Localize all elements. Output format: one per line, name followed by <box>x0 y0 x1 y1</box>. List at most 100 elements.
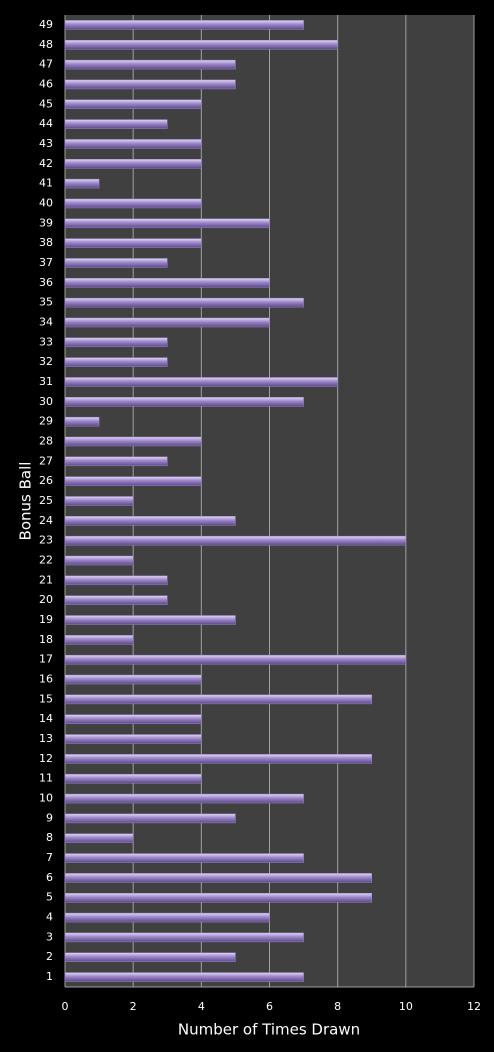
bar <box>64 436 202 447</box>
bar <box>64 714 202 724</box>
bar <box>64 357 168 367</box>
bar <box>64 575 168 586</box>
y-tick-label: 35 <box>39 296 53 309</box>
bar <box>64 516 236 526</box>
y-tick-label: 12 <box>39 752 53 765</box>
bar <box>64 476 202 486</box>
bar <box>64 793 304 804</box>
bar <box>64 932 304 943</box>
bar <box>64 615 236 625</box>
x-tick-label: 8 <box>334 1000 341 1013</box>
bar <box>64 139 202 149</box>
y-tick-label: 46 <box>39 77 53 90</box>
y-tick-label: 29 <box>39 415 53 428</box>
y-tick-label: 2 <box>46 950 53 963</box>
y-tick-label: 23 <box>39 534 53 547</box>
bar <box>64 397 304 407</box>
y-tick-label: 19 <box>39 613 53 626</box>
y-tick-label: 18 <box>39 633 53 646</box>
bar <box>64 813 236 824</box>
bar <box>64 674 202 685</box>
bar <box>64 496 134 506</box>
y-tick-label: 7 <box>46 851 53 864</box>
y-tick-label: 10 <box>39 792 53 805</box>
bar <box>64 159 202 169</box>
y-tick-label: 4 <box>46 911 53 924</box>
y-tick-label: 30 <box>39 395 53 408</box>
y-tick-label: 27 <box>39 454 53 467</box>
x-tick-label: 10 <box>399 1000 413 1013</box>
bar <box>64 595 168 605</box>
y-tick-label: 22 <box>39 554 53 567</box>
bar <box>64 734 202 744</box>
y-tick-label: 32 <box>39 355 53 368</box>
y-tick-label: 1 <box>46 970 53 983</box>
bar <box>64 952 236 962</box>
bar <box>64 833 134 843</box>
y-tick-label: 42 <box>39 157 53 170</box>
bar <box>64 40 338 50</box>
bar <box>64 377 338 387</box>
bar <box>64 119 168 129</box>
bar <box>64 178 100 189</box>
bar <box>64 873 372 883</box>
bar <box>64 694 372 705</box>
y-tick-label: 28 <box>39 434 53 447</box>
bar <box>64 218 270 229</box>
bar <box>64 535 407 546</box>
y-tick-label: 21 <box>39 573 53 586</box>
y-tick-label: 34 <box>39 315 53 328</box>
y-tick-label: 36 <box>39 276 53 289</box>
bar <box>64 238 202 248</box>
y-tick-label: 39 <box>39 216 53 229</box>
y-tick-label: 3 <box>46 930 53 943</box>
y-tick-label: 9 <box>46 811 53 824</box>
y-tick-label: 44 <box>39 117 53 130</box>
y-tick-label: 14 <box>39 712 53 725</box>
bar <box>64 654 407 665</box>
y-tick-label: 20 <box>39 593 53 606</box>
y-tick-label: 13 <box>39 732 53 745</box>
bar <box>64 635 134 645</box>
y-tick-label: 11 <box>39 772 53 785</box>
y-tick-label: 5 <box>46 891 53 904</box>
bar <box>64 278 270 288</box>
bar <box>64 892 372 903</box>
y-tick-label: 38 <box>39 236 53 249</box>
bar <box>64 297 304 308</box>
bar <box>64 79 236 90</box>
y-tick-label: 31 <box>39 375 53 388</box>
bar <box>64 555 134 566</box>
x-tick-label: 12 <box>467 1000 481 1013</box>
y-tick-label: 48 <box>39 38 53 51</box>
bar <box>64 317 270 328</box>
bar <box>64 99 202 110</box>
bar <box>64 59 236 70</box>
bar <box>64 754 372 764</box>
x-tick-label: 4 <box>198 1000 205 1013</box>
bar <box>64 972 304 982</box>
y-tick-label: 37 <box>39 256 53 269</box>
x-tick-label: 2 <box>130 1000 137 1013</box>
y-tick-label: 17 <box>39 653 53 666</box>
bar <box>64 416 100 427</box>
x-tick-label: 6 <box>266 1000 273 1013</box>
y-tick-label: 8 <box>46 831 53 844</box>
y-tick-label: 26 <box>39 474 53 487</box>
y-tick-label: 40 <box>39 196 53 209</box>
y-tick-label: 6 <box>46 871 53 884</box>
bar <box>64 198 202 209</box>
y-tick-label: 24 <box>39 514 53 527</box>
y-tick-label: 47 <box>39 58 53 71</box>
y-tick-label: 49 <box>39 18 53 31</box>
bar <box>64 456 168 467</box>
bar <box>64 773 202 784</box>
bar <box>64 258 168 268</box>
y-axis-title: Bonus Ball <box>17 462 35 541</box>
y-tick-label: 16 <box>39 673 53 686</box>
y-tick-label: 41 <box>39 177 53 190</box>
y-tick-label: 25 <box>39 494 53 507</box>
x-axis-title: Number of Times Drawn <box>178 1021 360 1039</box>
bar <box>64 853 304 863</box>
